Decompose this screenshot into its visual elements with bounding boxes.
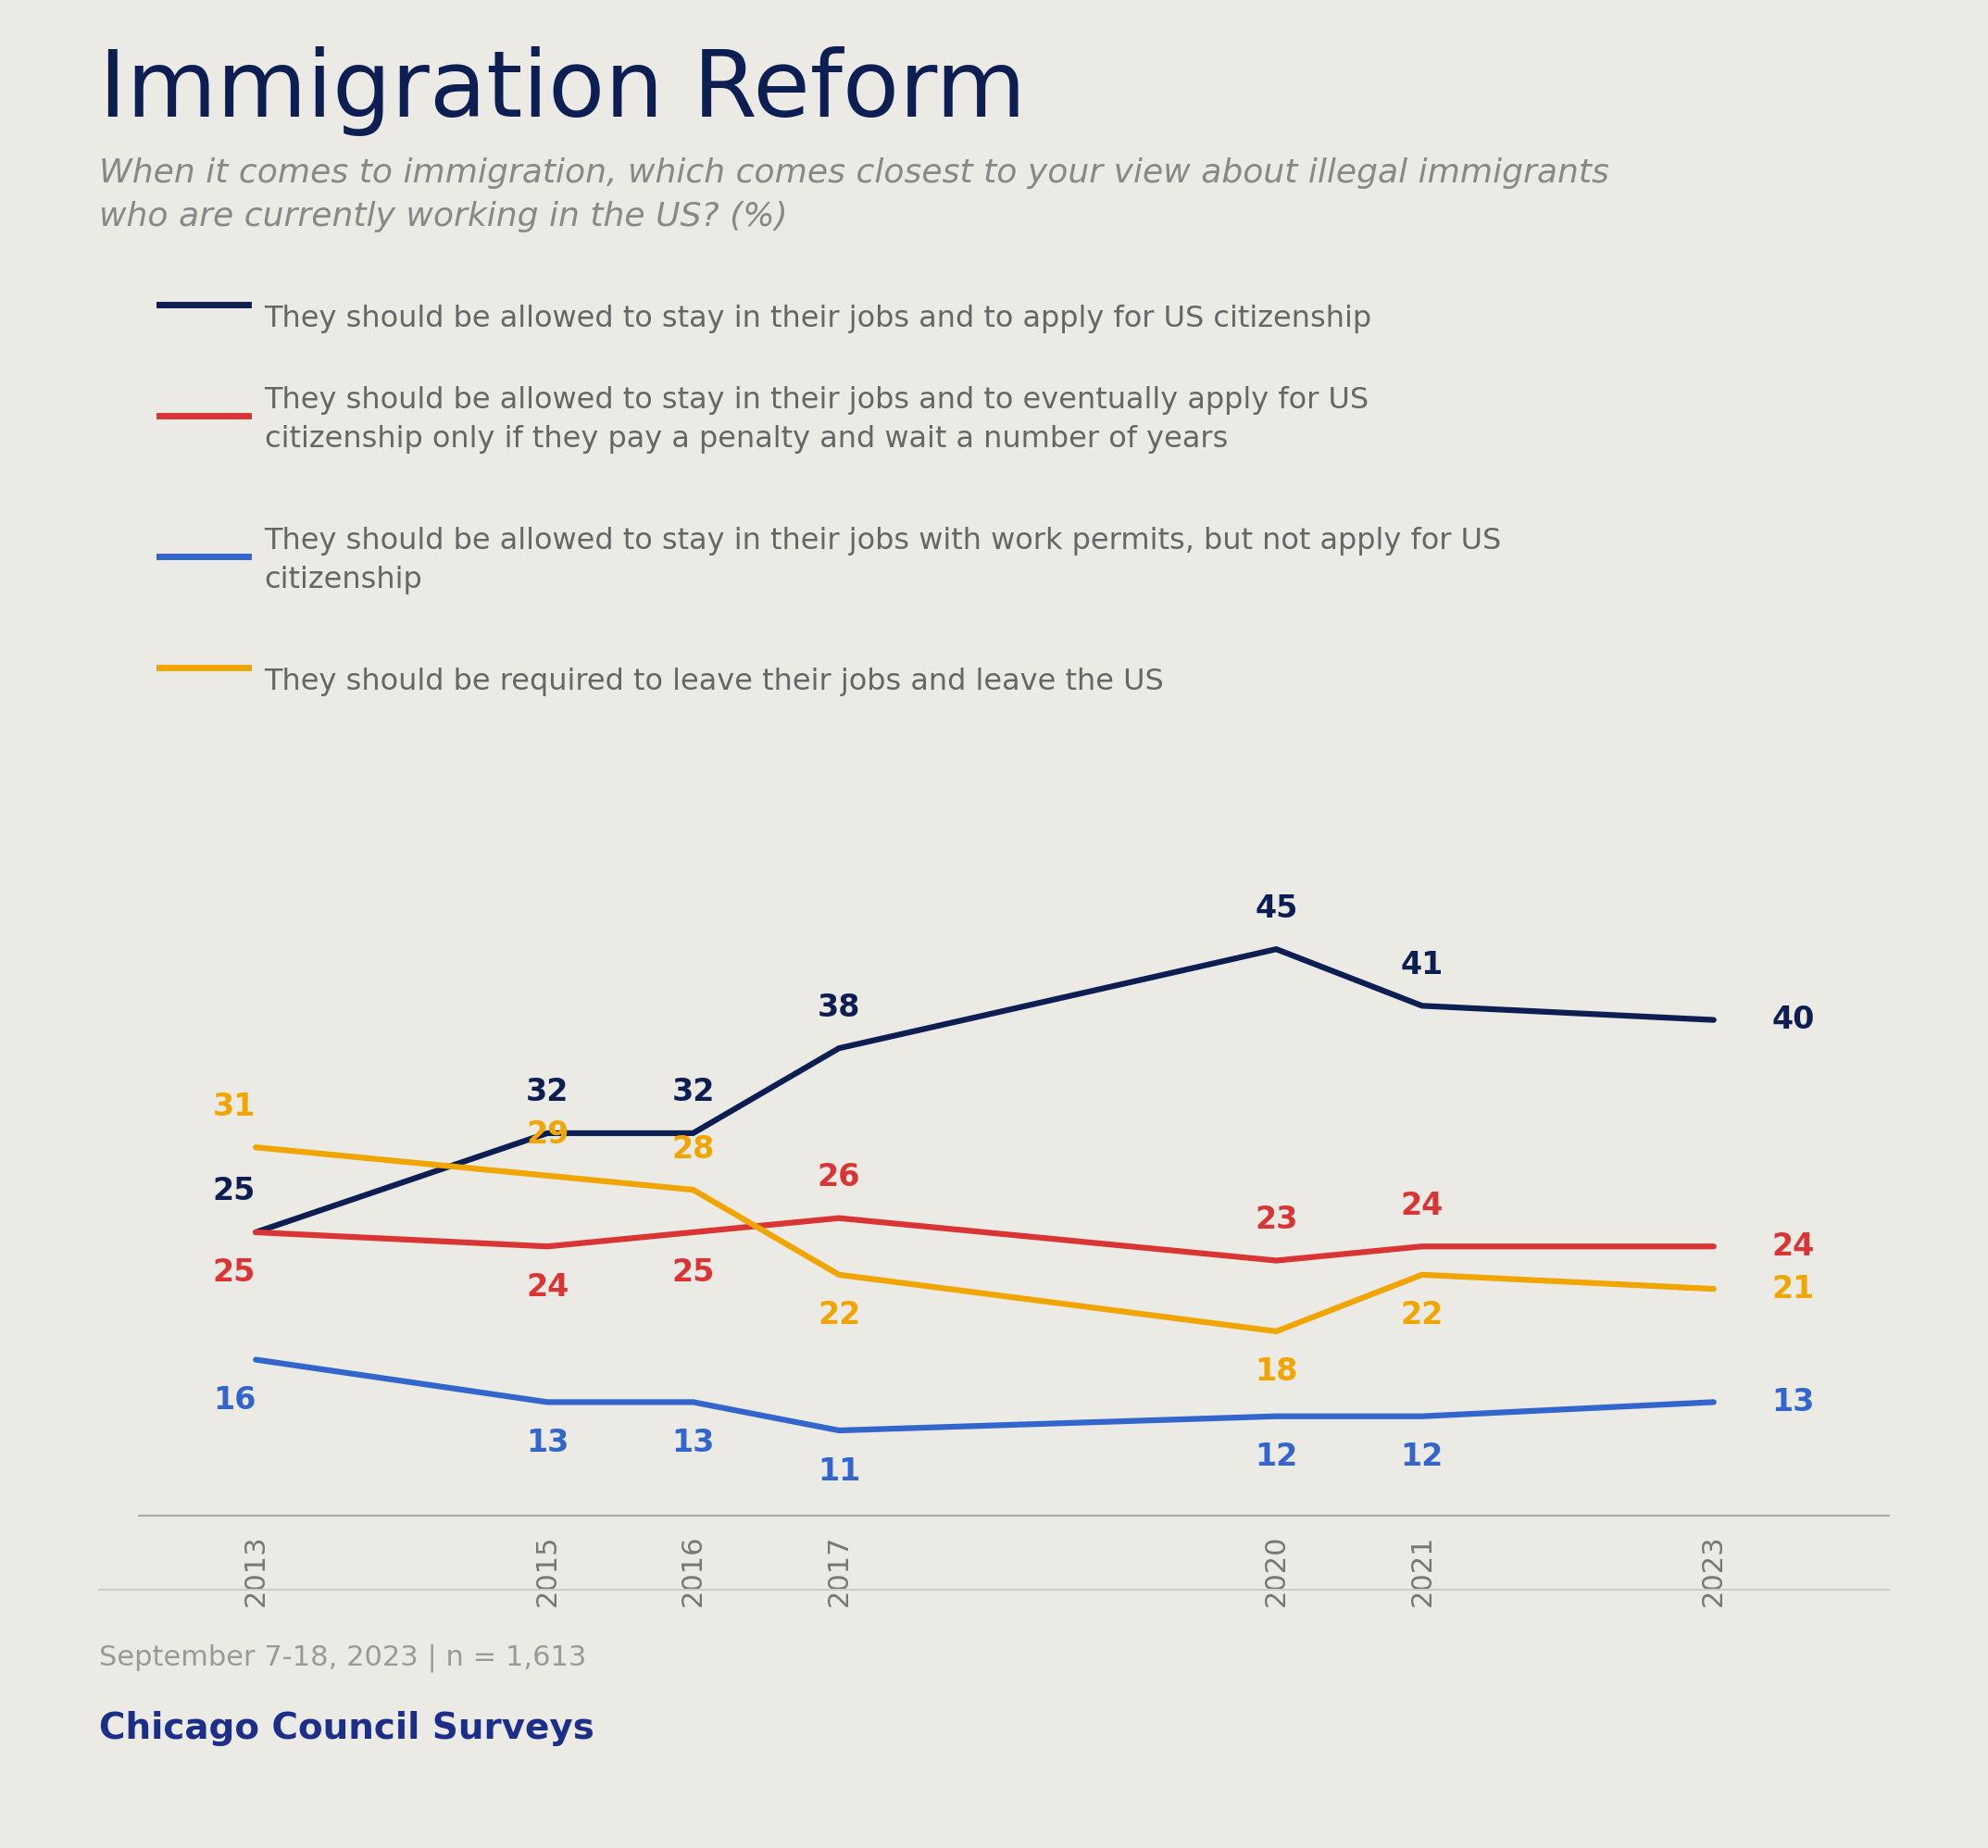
Text: 13: 13 <box>1771 1386 1815 1417</box>
Text: 26: 26 <box>817 1162 861 1192</box>
Text: They should be allowed to stay in their jobs and to apply for US citizenship: They should be allowed to stay in their … <box>264 305 1372 334</box>
Text: 32: 32 <box>672 1077 714 1107</box>
Text: 18: 18 <box>1254 1356 1298 1388</box>
Text: 32: 32 <box>527 1077 569 1107</box>
Text: 29: 29 <box>527 1120 569 1149</box>
Text: 22: 22 <box>1402 1301 1443 1331</box>
Text: 12: 12 <box>1254 1441 1298 1473</box>
Text: 28: 28 <box>672 1135 714 1164</box>
Text: 24: 24 <box>527 1271 569 1303</box>
Text: September 7-18, 2023 | n = 1,613: September 7-18, 2023 | n = 1,613 <box>99 1645 586 1672</box>
Text: 41: 41 <box>1402 950 1443 979</box>
Text: 13: 13 <box>527 1429 569 1458</box>
Text: 21: 21 <box>1771 1273 1815 1305</box>
Text: Immigration Reform: Immigration Reform <box>99 46 1026 137</box>
Text: 22: 22 <box>817 1301 861 1331</box>
Text: 24: 24 <box>1402 1190 1443 1222</box>
Text: When it comes to immigration, which comes closest to your view about illegal imm: When it comes to immigration, which come… <box>99 157 1610 233</box>
Text: 23: 23 <box>1254 1205 1298 1234</box>
Text: 38: 38 <box>817 992 861 1022</box>
Text: 25: 25 <box>213 1258 256 1288</box>
Text: 40: 40 <box>1771 1005 1815 1035</box>
Text: They should be allowed to stay in their jobs with work permits, but not apply fo: They should be allowed to stay in their … <box>264 527 1501 593</box>
Text: 25: 25 <box>672 1258 714 1288</box>
Text: 45: 45 <box>1254 893 1298 924</box>
Text: They should be required to leave their jobs and leave the US: They should be required to leave their j… <box>264 667 1165 697</box>
Text: 11: 11 <box>817 1456 861 1486</box>
Text: 12: 12 <box>1402 1441 1443 1473</box>
Text: 24: 24 <box>1771 1231 1815 1262</box>
Text: 31: 31 <box>213 1092 256 1122</box>
Text: 13: 13 <box>672 1429 714 1458</box>
Text: Chicago Council Surveys: Chicago Council Surveys <box>99 1711 594 1746</box>
Text: 25: 25 <box>213 1175 256 1207</box>
Text: 16: 16 <box>213 1386 256 1416</box>
Text: They should be allowed to stay in their jobs and to eventually apply for US
citi: They should be allowed to stay in their … <box>264 386 1370 453</box>
